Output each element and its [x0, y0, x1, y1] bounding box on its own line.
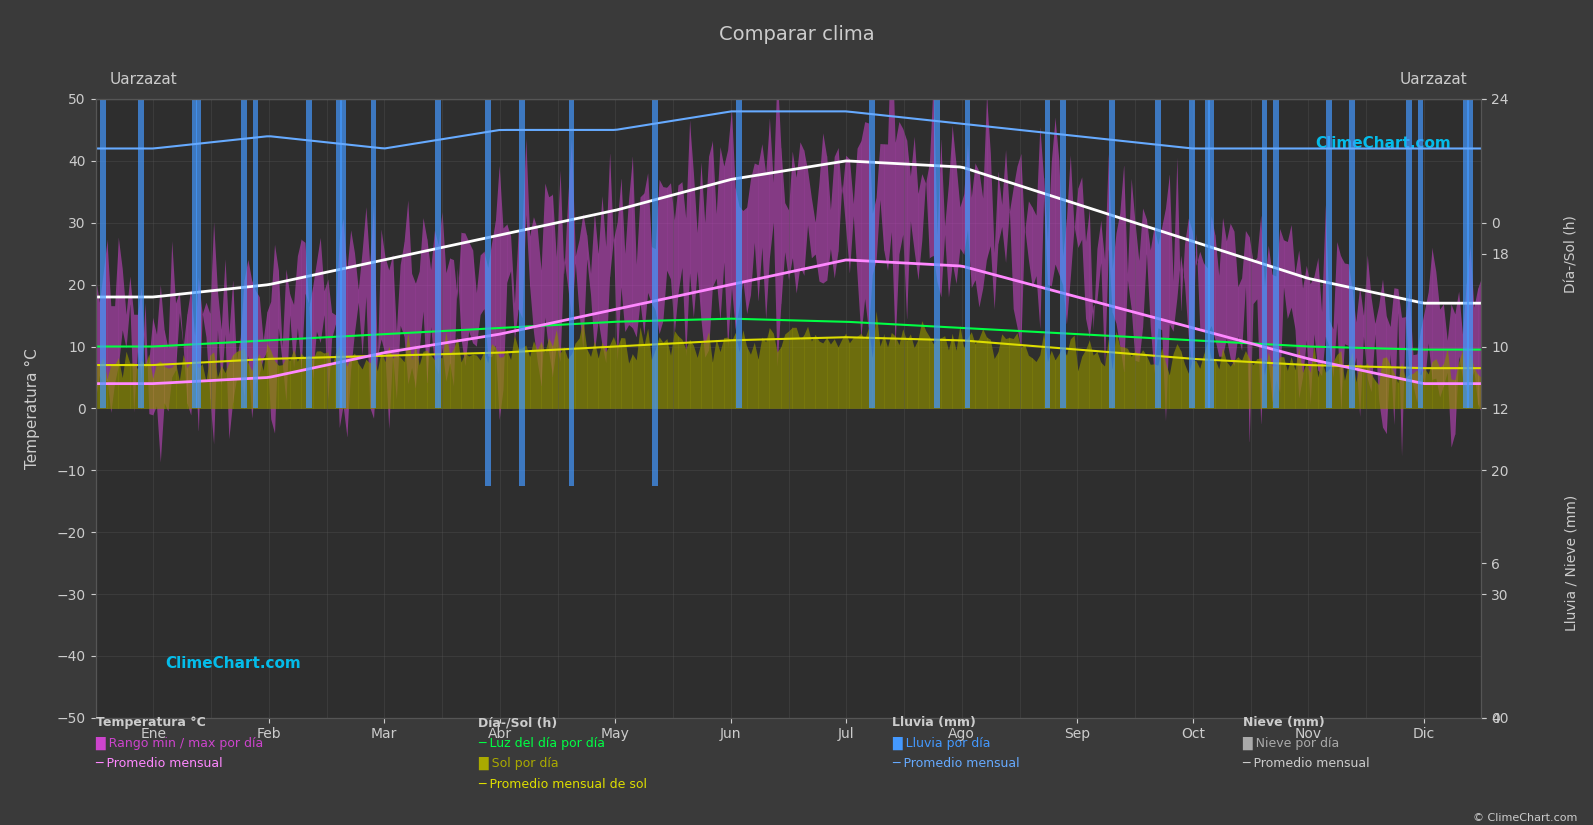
Text: ─ Promedio mensual: ─ Promedio mensual	[892, 757, 1020, 771]
Text: █ Lluvia por día: █ Lluvia por día	[892, 737, 991, 750]
Bar	[1273, 99, 1279, 408]
Bar	[1327, 99, 1332, 408]
Bar	[933, 99, 940, 408]
Bar	[139, 99, 143, 408]
Bar	[241, 99, 247, 408]
Bar	[1209, 99, 1214, 408]
Bar	[100, 99, 107, 408]
Text: █ Rango min / max por día: █ Rango min / max por día	[96, 737, 264, 750]
Bar	[1045, 99, 1050, 408]
Text: █ Nieve por día: █ Nieve por día	[1243, 737, 1340, 750]
Bar	[371, 99, 376, 408]
Text: ─ Luz del día por día: ─ Luz del día por día	[478, 737, 605, 750]
Bar	[341, 99, 346, 408]
Text: Temperatura °C: Temperatura °C	[96, 716, 205, 729]
Text: █ Sol por día: █ Sol por día	[478, 757, 559, 771]
Text: Uarzazat: Uarzazat	[1400, 72, 1467, 87]
Bar	[196, 99, 201, 408]
Text: ─ Promedio mensual: ─ Promedio mensual	[1243, 757, 1370, 771]
Text: ClimeChart.com: ClimeChart.com	[1316, 136, 1451, 152]
Bar	[569, 99, 575, 486]
Text: ─ Promedio mensual de sol: ─ Promedio mensual de sol	[478, 778, 647, 791]
Bar	[519, 99, 524, 486]
Bar	[1155, 99, 1161, 408]
Y-axis label: Temperatura °C: Temperatura °C	[25, 348, 40, 469]
Y-axis label: Lluvia / Nieve (mm): Lluvia / Nieve (mm)	[1564, 495, 1579, 631]
Bar	[435, 99, 441, 408]
Bar	[1059, 99, 1066, 408]
Text: Uarzazat: Uarzazat	[110, 72, 177, 87]
Bar	[870, 99, 875, 408]
Bar	[253, 99, 258, 408]
Bar	[1109, 99, 1115, 408]
Bar	[191, 99, 198, 408]
Bar	[1418, 99, 1424, 408]
Text: © ClimeChart.com: © ClimeChart.com	[1472, 813, 1577, 823]
Bar	[1349, 99, 1356, 408]
Text: ─ Promedio mensual: ─ Promedio mensual	[96, 757, 223, 771]
Bar	[736, 99, 742, 408]
Bar	[336, 99, 342, 408]
Text: Día-/Sol (h): Día-/Sol (h)	[478, 716, 558, 729]
Bar	[1464, 99, 1469, 408]
Bar	[1204, 99, 1211, 408]
Bar	[653, 99, 658, 486]
Text: Comparar clima: Comparar clima	[718, 25, 875, 44]
Y-axis label: Día-/Sol (h): Día-/Sol (h)	[1564, 214, 1579, 293]
Text: Lluvia (mm): Lluvia (mm)	[892, 716, 977, 729]
Bar	[306, 99, 312, 408]
Bar	[1467, 99, 1474, 408]
Text: ClimeChart.com: ClimeChart.com	[166, 656, 301, 672]
Bar	[484, 99, 491, 486]
Bar	[1407, 99, 1411, 408]
Bar	[965, 99, 970, 408]
Text: Nieve (mm): Nieve (mm)	[1243, 716, 1324, 729]
Bar	[1190, 99, 1195, 408]
Bar	[1262, 99, 1268, 408]
